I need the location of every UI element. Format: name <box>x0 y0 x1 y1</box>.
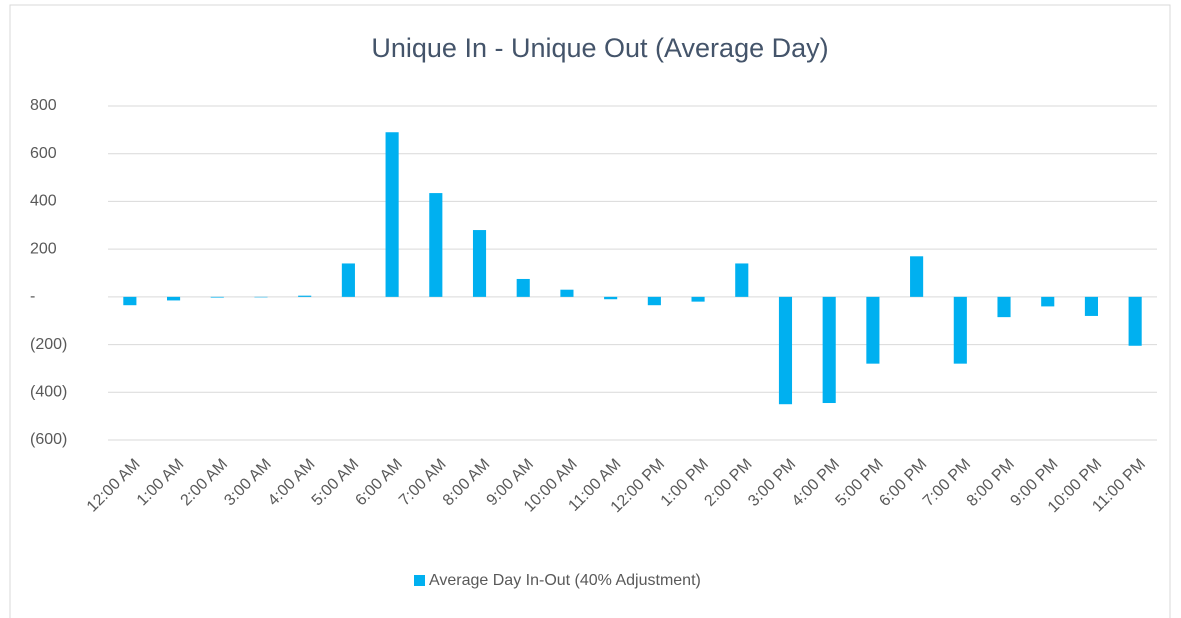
y-tick-label: 200 <box>30 240 57 257</box>
bar <box>866 296 880 364</box>
bar <box>953 296 967 364</box>
bar <box>1084 296 1098 316</box>
y-tick-label: 800 <box>30 97 57 114</box>
bar <box>778 296 793 405</box>
bar <box>910 256 924 297</box>
bar <box>210 296 224 298</box>
bar <box>298 295 312 297</box>
bar <box>604 296 618 300</box>
chart-border <box>9 4 1171 618</box>
bar <box>341 263 355 297</box>
bar <box>560 289 574 297</box>
bar <box>516 278 530 297</box>
y-tick-label: - <box>30 288 35 305</box>
bar <box>123 296 137 306</box>
bar <box>429 193 443 297</box>
bar <box>1128 296 1142 346</box>
bar <box>822 296 836 404</box>
bar <box>167 296 181 301</box>
bar <box>385 132 399 297</box>
y-tick-label: (200) <box>30 336 67 353</box>
chart-title: Unique In - Unique Out (Average Day) <box>371 33 828 63</box>
y-tick-label: 400 <box>30 193 57 210</box>
bar <box>647 296 661 306</box>
bar <box>472 230 487 297</box>
legend-swatch <box>414 575 425 586</box>
bar <box>997 296 1011 318</box>
y-tick-label: (400) <box>30 384 67 401</box>
bar <box>1041 296 1055 307</box>
bar <box>691 296 705 302</box>
bar <box>735 263 749 297</box>
y-tick-label: (600) <box>30 431 67 448</box>
y-tick-label: 600 <box>30 145 57 162</box>
legend-label: Average Day In-Out (40% Adjustment) <box>429 572 701 589</box>
